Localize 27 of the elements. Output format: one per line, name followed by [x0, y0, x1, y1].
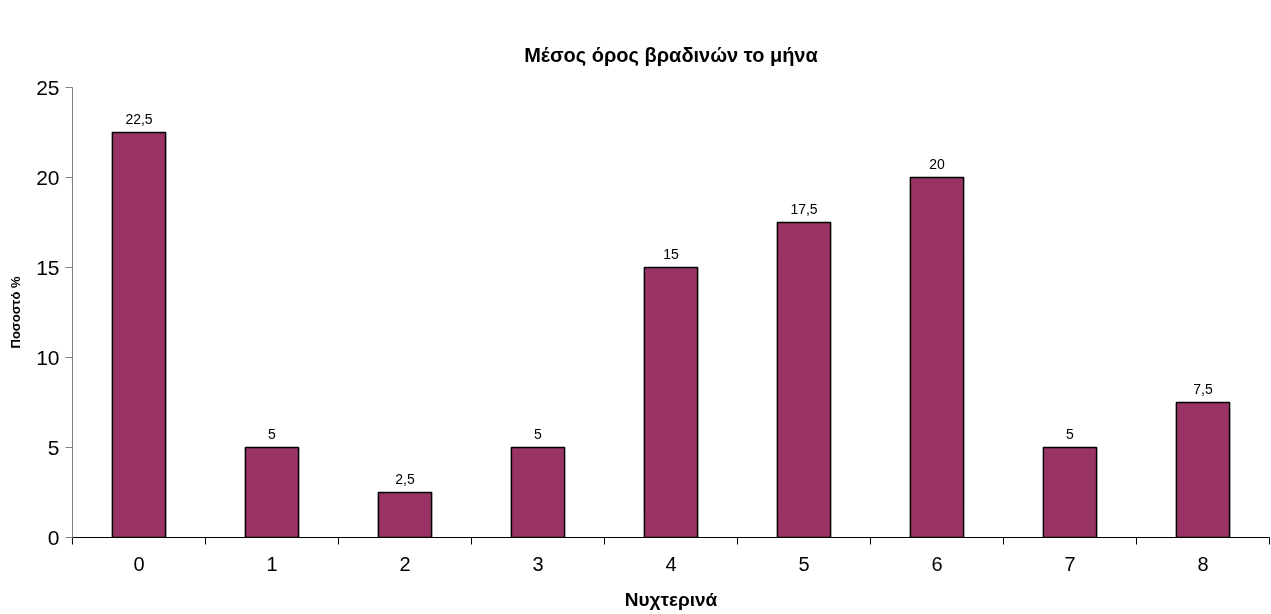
x-tick-label: 0: [133, 552, 145, 575]
chart-title: Μέσος όρος βραδινών το μήνα: [524, 43, 819, 66]
data-label: 22,5: [125, 110, 153, 127]
x-tick-label: 7: [1064, 552, 1076, 575]
data-label: 5: [268, 425, 277, 442]
y-tick-label: 25: [36, 75, 60, 99]
data-label: 5: [1066, 425, 1075, 442]
x-tick-label: 8: [1197, 552, 1209, 575]
x-tick-label: 3: [532, 552, 544, 575]
data-label: 15: [663, 245, 679, 262]
data-label: 20: [929, 155, 945, 172]
y-tick-label: 20: [36, 165, 60, 189]
data-label: 7,5: [1193, 380, 1213, 397]
y-tick-label: 5: [47, 435, 60, 459]
y-axis-title: Ποσοστό %: [8, 276, 24, 349]
x-tick-label: 6: [931, 552, 943, 575]
x-tick-label: 5: [798, 552, 810, 575]
data-label: 2,5: [395, 470, 415, 487]
y-tick-label: 15: [36, 255, 60, 279]
x-tick-label: 1: [266, 552, 278, 575]
x-tick-label: 2: [399, 552, 411, 575]
data-label: 5: [534, 425, 543, 442]
y-tick-label: 10: [36, 345, 60, 369]
data-label: 17,5: [790, 200, 818, 217]
y-tick-label: 0: [47, 525, 60, 549]
x-tick-label: 4: [665, 552, 677, 575]
x-axis-title: Νυχτερινά: [624, 588, 718, 610]
